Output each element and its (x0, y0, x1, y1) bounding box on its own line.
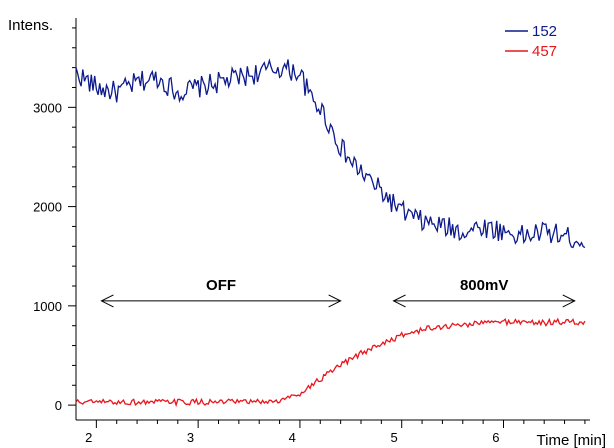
x-tick-label: 4 (289, 430, 296, 445)
series-lines (75, 58, 586, 408)
y-axis-label: Intens. (8, 17, 53, 34)
x-tick-label: 2 (85, 430, 92, 445)
y-tick-label: 3000 (33, 100, 62, 115)
legend-label-457: 457 (532, 43, 557, 60)
annotations: OFF 800mV (100, 277, 576, 308)
annotation-label: OFF (206, 277, 236, 294)
y-tick-label: 0 (55, 398, 62, 413)
x-tick-label: 6 (492, 430, 499, 445)
annotation-arrowhead-left (392, 294, 406, 308)
series-line-152 (75, 58, 586, 249)
legend-label-152: 152 (532, 23, 557, 40)
axes: Intens. Time [min] (8, 17, 606, 448)
y-tick-label: 2000 (33, 200, 62, 215)
annotation-label: 800mV (460, 277, 508, 294)
annotation-arrowhead-left (100, 294, 114, 308)
x-axis-label: Time [min] (537, 432, 606, 448)
annotation-arrowhead-right (328, 294, 342, 308)
series-line-457 (75, 317, 586, 408)
annotation-arrowhead-right (562, 294, 576, 308)
axis-ticks: 0 1000 2000 3000 2 3 4 5 6 (33, 27, 586, 445)
y-tick-label: 1000 (33, 299, 62, 314)
x-tick-label: 3 (187, 430, 194, 445)
x-tick-label: 5 (390, 430, 397, 445)
